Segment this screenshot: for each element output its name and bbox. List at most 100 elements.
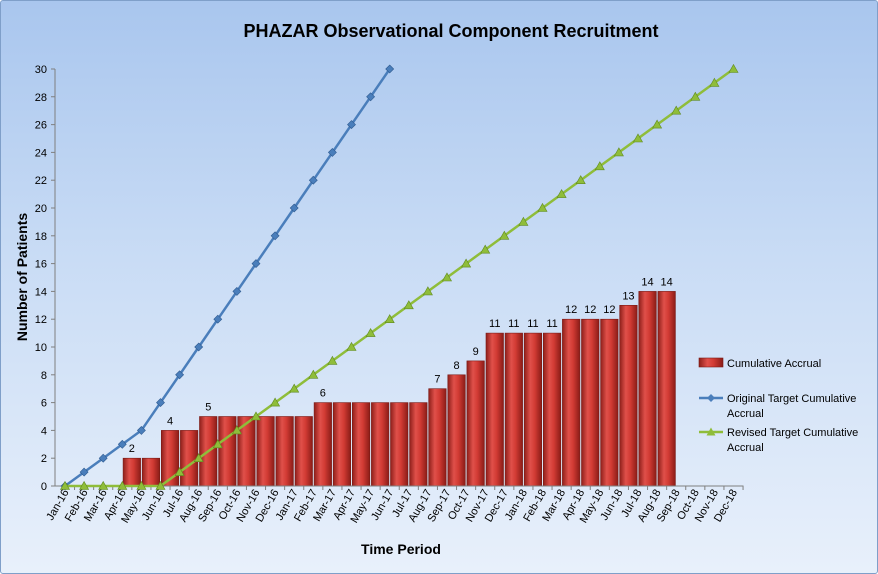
accrual-bar	[351, 402, 371, 487]
y-tick-label: 28	[35, 92, 47, 104]
revised-target-point	[518, 216, 529, 226]
accrual-bar	[581, 318, 600, 487]
legend-label: Revised Target Cumulative	[727, 427, 858, 439]
revised-target-point	[212, 439, 223, 449]
original-target-point	[156, 398, 165, 408]
revised-target-point	[403, 300, 414, 310]
original-target-point	[117, 439, 127, 449]
accrual-bar	[122, 457, 141, 487]
bar-data-label: 7	[434, 374, 440, 386]
accrual-bar	[485, 332, 504, 487]
bar-data-label: 13	[622, 290, 634, 302]
accrual-bar	[313, 402, 332, 487]
x-axis-title: Time Period	[361, 541, 441, 557]
accrual-bar	[504, 332, 523, 487]
revised-target-point	[193, 453, 204, 463]
original-target-line	[64, 68, 391, 488]
revised-target-point	[117, 480, 128, 490]
revised-target-point	[480, 244, 491, 254]
y-tick-label: 4	[41, 425, 47, 437]
legend-swatch-cumulative-accrual	[698, 357, 724, 368]
original-target-point	[98, 453, 108, 463]
original-target-point	[194, 342, 204, 352]
accrual-bar	[275, 416, 294, 487]
revised-target-point	[728, 63, 739, 73]
accrual-bar	[294, 416, 313, 487]
accrual-bar	[657, 291, 676, 487]
bar-data-label: 11	[546, 318, 557, 330]
accrual-bar	[256, 416, 275, 487]
accrual-bar	[390, 402, 409, 487]
revised-target-point	[594, 161, 605, 171]
bar-data-label: 5	[205, 402, 211, 414]
original-target-point	[270, 231, 280, 241]
accrual-bar	[332, 402, 352, 487]
bar-data-label: 14	[641, 276, 653, 288]
revised-target-point	[59, 480, 71, 490]
legend: Cumulative Accrual Original Target Cumula…	[698, 357, 858, 454]
revised-target-point	[365, 327, 376, 337]
y-tick-label: 6	[41, 398, 47, 410]
revised-target-point	[346, 341, 357, 351]
y-tick-label: 10	[35, 342, 47, 354]
y-tick-label: 24	[35, 147, 47, 159]
legend-label-cumulative-accrual: Cumulative Accrual	[727, 358, 821, 370]
original-target-point	[366, 92, 376, 102]
accrual-bar	[600, 318, 619, 487]
accrual-bar	[542, 332, 562, 487]
legend-marker	[707, 394, 715, 402]
original-target-point	[347, 120, 356, 130]
bar-data-label: 12	[584, 304, 596, 316]
revised-target-point	[441, 272, 453, 282]
bar-data-label: 12	[565, 304, 577, 316]
accrual-bar	[619, 304, 638, 487]
y-tick-label: 8	[41, 370, 47, 382]
original-target-point	[289, 203, 299, 213]
revised-target-point	[690, 91, 701, 101]
y-tick-label: 22	[35, 175, 47, 187]
accrual-bar	[141, 457, 160, 487]
original-target-point	[79, 467, 89, 477]
original-target-point	[175, 370, 185, 380]
revised-target-point	[270, 397, 281, 407]
bar-data-label: 8	[453, 360, 459, 372]
legend-label: Accrual	[727, 408, 764, 420]
y-tick-label: 2	[41, 453, 47, 465]
revised-target-point	[384, 314, 395, 324]
revised-target-point	[652, 119, 663, 129]
bar-data-label: 11	[489, 318, 500, 330]
accrual-bar	[428, 388, 447, 487]
revised-target-point	[327, 355, 338, 365]
accrual-bar	[466, 360, 485, 487]
legend-label: Accrual	[727, 442, 764, 454]
accrual-bar	[523, 332, 543, 487]
accrual-bar	[371, 402, 390, 487]
accrual-bar	[180, 430, 199, 487]
revised-target-point	[155, 480, 166, 490]
data-labels-layer: 2 4 5 6 7 8 9 11 11 11 11 12 12 12 13 14 14	[129, 276, 673, 455]
revised-target-point	[250, 411, 262, 421]
y-tick-label: 12	[35, 314, 47, 326]
bar-data-label: 2	[129, 443, 135, 455]
revised-target-point	[174, 466, 185, 476]
bars-layer	[122, 291, 676, 487]
revised-target-point	[556, 188, 567, 198]
y-tick-label: 30	[35, 64, 47, 76]
legend-marker	[706, 427, 716, 436]
y-tick-label: 16	[35, 259, 47, 271]
revised-target-point	[98, 480, 109, 490]
bar-data-label: 4	[167, 415, 173, 427]
original-target-point	[308, 175, 318, 185]
bar-data-label: 6	[320, 388, 326, 400]
revised-target-point	[136, 480, 147, 490]
revised-target-point	[575, 175, 586, 184]
revised-target-point	[461, 258, 472, 268]
revised-target-point	[613, 147, 624, 157]
bar-data-label: 9	[473, 346, 479, 358]
lines-layer	[59, 63, 739, 491]
revised-target-point	[231, 425, 242, 435]
chart-title: PHAZAR Observational Component Recruitme…	[243, 21, 658, 41]
y-tick-label: 14	[35, 286, 47, 298]
